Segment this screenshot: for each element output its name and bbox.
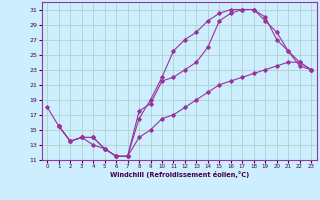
X-axis label: Windchill (Refroidissement éolien,°C): Windchill (Refroidissement éolien,°C) (109, 171, 249, 178)
